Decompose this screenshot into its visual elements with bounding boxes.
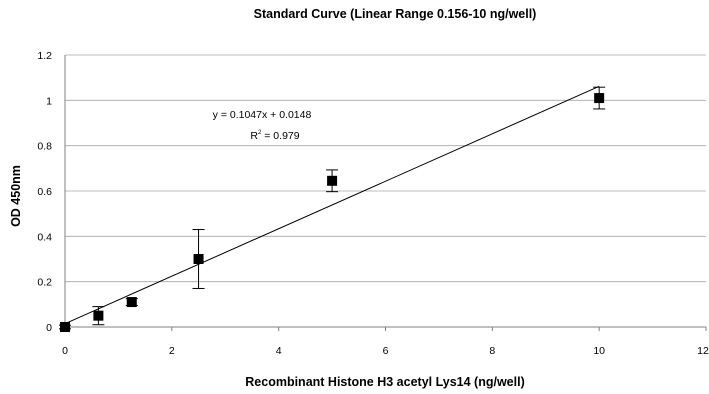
trendline-group (64, 85, 600, 325)
y-tick-label: 1 (46, 95, 52, 107)
y-tick-label: 0.4 (37, 231, 52, 243)
r-squared-superscript: 2 (258, 130, 262, 136)
y-tick-label: 0.8 (37, 141, 52, 153)
y-axis-title: OD 450nm (9, 165, 23, 227)
data-point-marker (93, 310, 104, 321)
data-point-marker (594, 93, 605, 104)
x-tick-label: 4 (276, 345, 282, 357)
chart-title: Standard Curve (Linear Range 0.156-10 ng… (254, 7, 537, 21)
y-tick-labels: 0 0.2 0.4 0.6 0.8 1 1.2 (37, 50, 52, 334)
x-tick-label: 10 (593, 345, 605, 357)
x-tick-labels: 0 2 4 6 8 10 12 (62, 345, 709, 357)
trendline-equation: y = 0.1047x + 0.0148 (213, 109, 312, 121)
x-tick-label: 6 (383, 345, 389, 357)
data-point-marker (126, 297, 137, 308)
data-points (60, 93, 605, 332)
error-bars (59, 86, 606, 330)
y-tick-label: 0 (46, 322, 52, 334)
r-squared-r: R (250, 130, 258, 142)
grid-lines (65, 54, 706, 283)
data-point-marker (193, 254, 204, 264)
x-tick-label: 8 (489, 345, 495, 357)
y-tick-label: 1.2 (37, 50, 52, 62)
axes (64, 55, 707, 331)
x-tick-label: 2 (169, 345, 175, 357)
x-tick-label: 12 (697, 345, 709, 357)
y-tick-label: 0.6 (37, 186, 52, 198)
y-tick-label: 0.2 (37, 277, 52, 289)
linear-trendline (64, 85, 600, 325)
r-squared-label: R2 = 0.979 (250, 130, 299, 142)
r-squared-value: = 0.979 (261, 130, 299, 142)
data-point-marker (60, 322, 70, 332)
x-axis-title: Recombinant Histone H3 acetyl Lys14 (ng/… (245, 375, 524, 389)
data-point-marker (327, 175, 338, 186)
x-tick-label: 0 (62, 345, 68, 357)
